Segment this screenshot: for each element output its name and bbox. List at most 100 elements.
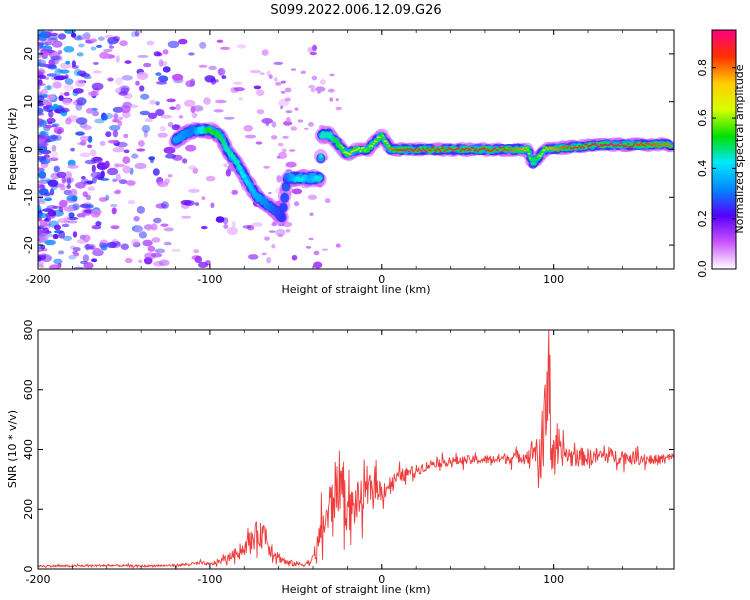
noise-blob	[97, 36, 105, 41]
noise-blob	[39, 167, 44, 174]
signal-mark	[525, 147, 528, 149]
noise-blob	[335, 243, 342, 248]
spectrogram-y-tick-label: 10	[22, 95, 35, 109]
signal-mark	[248, 182, 251, 186]
signal-mark	[632, 143, 636, 146]
signal-mark	[349, 153, 352, 156]
noise-blob	[82, 234, 91, 242]
signal-mark	[496, 149, 499, 152]
noise-blob	[109, 124, 121, 131]
noise-blob	[305, 246, 312, 249]
noise-blob	[82, 254, 90, 262]
noise-blob	[66, 184, 71, 189]
noise-blob	[87, 186, 96, 191]
noise-blob	[261, 49, 269, 56]
noise-blob	[158, 59, 164, 67]
signal-mark	[185, 131, 189, 134]
noise-blob	[160, 223, 169, 227]
noise-blob	[148, 112, 157, 120]
signal-mark	[344, 151, 348, 154]
noise-blob	[51, 151, 59, 159]
noise-blob	[38, 198, 46, 203]
noise-blob	[135, 80, 140, 86]
signal-mark	[561, 145, 564, 148]
signal-mark	[638, 144, 641, 147]
noise-blob	[63, 83, 74, 91]
noise-blob	[220, 46, 231, 51]
noise-blob	[153, 51, 161, 57]
spectrogram-y-ticks: 20 10 0 -10 -20	[22, 47, 674, 254]
signal-mark	[273, 209, 276, 213]
noise-blob	[142, 239, 153, 247]
noise-blob	[38, 107, 44, 115]
noise-blob	[76, 34, 82, 40]
signal-mark	[458, 147, 461, 150]
noise-blob	[167, 121, 174, 128]
noise-blob	[282, 136, 289, 139]
noise-blob	[139, 110, 150, 116]
noise-blob	[38, 42, 45, 46]
noise-blob	[82, 210, 87, 219]
noise-blob	[67, 164, 79, 169]
noise-blob	[169, 106, 176, 110]
noise-blob	[163, 241, 172, 246]
noise-blob	[80, 33, 91, 41]
noise-blob	[62, 235, 72, 241]
signal-mark	[236, 164, 239, 167]
signal-mark	[528, 153, 531, 155]
noise-blob	[44, 218, 49, 222]
signal-mark	[174, 140, 177, 143]
spectrogram-y-tick-label: -10	[22, 188, 35, 206]
noise-blob	[127, 200, 136, 205]
noise-blob	[75, 131, 85, 136]
signal-mark	[333, 137, 336, 140]
signal-mark	[662, 145, 665, 147]
noise-blob	[123, 149, 130, 154]
signal-mark	[469, 149, 472, 152]
noise-blob	[40, 50, 49, 59]
signal-mark	[356, 148, 359, 151]
noise-blob	[51, 40, 63, 48]
signal-mark	[468, 147, 471, 150]
noise-blob	[291, 254, 298, 261]
noise-blob	[107, 139, 119, 144]
signal-mark	[405, 149, 408, 152]
signal-mark	[381, 135, 386, 140]
signal-mark	[433, 149, 436, 151]
signal-mark	[290, 175, 293, 178]
signal-mark	[611, 143, 614, 146]
signal-mark	[654, 143, 657, 146]
noise-blob	[155, 109, 165, 116]
noise-blob	[38, 167, 45, 172]
noise-blob	[38, 62, 46, 66]
noise-blob	[38, 102, 44, 107]
noise-blob	[149, 156, 155, 164]
noise-blob	[112, 129, 119, 138]
noise-blob	[69, 188, 78, 197]
noise-blob	[231, 220, 236, 228]
noise-blob	[233, 87, 245, 92]
noise-blob	[40, 200, 46, 205]
signal-mark	[267, 204, 270, 207]
noise-blob	[166, 98, 176, 103]
noise-blob	[163, 146, 176, 154]
signal-mark	[539, 155, 542, 157]
signal-mark	[337, 145, 340, 148]
noise-blob	[46, 117, 56, 124]
noise-blob	[57, 33, 67, 40]
noise-blob	[38, 68, 45, 75]
noise-blob	[199, 41, 207, 49]
noise-blob	[92, 156, 103, 162]
signal-mark	[627, 143, 630, 145]
signal-mark	[647, 143, 650, 146]
noise-blob	[114, 163, 126, 168]
signal-mark	[365, 148, 368, 151]
noise-blob	[38, 33, 42, 40]
signal-mark	[382, 134, 385, 137]
signal-mark	[279, 214, 282, 217]
snr-y-tick-label: 400	[22, 439, 35, 460]
noise-blob	[92, 247, 101, 253]
signal-mark	[254, 191, 257, 194]
signal-mark	[406, 148, 409, 150]
